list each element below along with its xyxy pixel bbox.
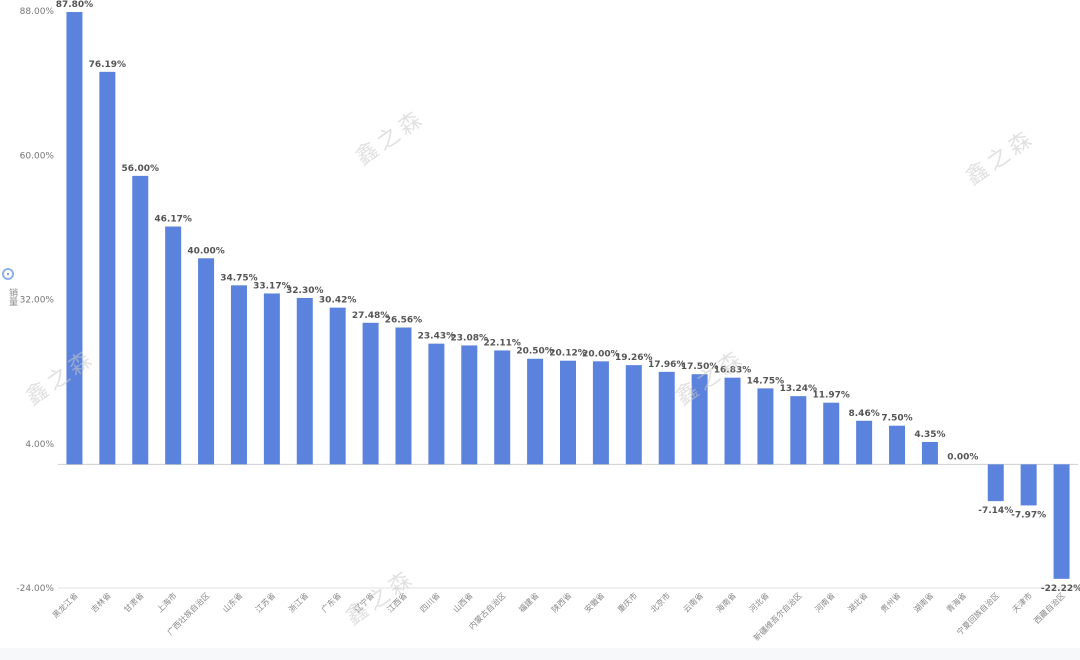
- x-tick-label: 河南省: [813, 590, 837, 614]
- data-label: -7.97%: [1011, 510, 1046, 520]
- bar: [856, 420, 873, 465]
- data-label: 56.00%: [122, 164, 160, 174]
- x-tick-label: 福建省: [516, 590, 540, 614]
- x-tick-label: 江苏省: [253, 590, 277, 614]
- bar: [461, 345, 478, 465]
- data-label: 16.83%: [714, 366, 752, 376]
- data-label: 20.50%: [516, 347, 554, 357]
- y-tick-label: 60.00%: [20, 151, 55, 161]
- x-tick-label: 吉林省: [89, 590, 113, 614]
- bar: [66, 12, 83, 465]
- x-tick-label: 山东省: [220, 590, 244, 614]
- x-tick-label: 湖北省: [846, 590, 870, 614]
- bar: [132, 175, 149, 465]
- x-tick-label: 江西省: [385, 590, 409, 614]
- data-label: -22.22%: [1041, 584, 1080, 594]
- data-label: 17.96%: [648, 360, 686, 370]
- bar: [921, 441, 938, 465]
- bar: [494, 350, 511, 465]
- bar: [658, 371, 675, 465]
- bar: [889, 425, 906, 465]
- bar: [790, 396, 807, 465]
- bar: [428, 343, 445, 465]
- data-label: 40.00%: [187, 246, 225, 256]
- bar: [230, 285, 247, 465]
- x-tick-label: 安徽省: [582, 590, 606, 614]
- x-tick-label: 陕西省: [549, 590, 573, 614]
- y-tick-label: -24.00%: [16, 584, 54, 594]
- data-label: 87.80%: [56, 0, 94, 10]
- data-label: 19.26%: [615, 353, 653, 363]
- data-label: 33.17%: [253, 281, 291, 291]
- data-label: 23.08%: [451, 333, 489, 343]
- data-label: 32.30%: [286, 286, 324, 296]
- data-label: 22.11%: [483, 338, 521, 348]
- data-label: 20.12%: [549, 349, 587, 359]
- y-tick-label: 88.00%: [20, 7, 55, 17]
- x-tick-label: 山西省: [451, 590, 475, 614]
- bar: [99, 71, 116, 465]
- x-tick-label: 黑龙江省: [50, 590, 80, 620]
- bar: [987, 464, 1004, 502]
- x-tick-label: 上海市: [155, 590, 179, 614]
- bar: [691, 374, 708, 465]
- x-tick-label: 贵州省: [878, 590, 902, 614]
- bar: [757, 388, 774, 465]
- bar: [1053, 464, 1070, 579]
- x-tick-label: 重庆市: [615, 590, 639, 614]
- x-tick-label: 甘肃省: [122, 590, 146, 614]
- x-tick-label: 辽宁省: [352, 590, 376, 614]
- x-tick-label: 北京市: [648, 590, 672, 614]
- data-label: 26.56%: [385, 316, 423, 326]
- data-label: 23.43%: [418, 332, 456, 342]
- y-axis-label-group: 销量: [2, 268, 24, 328]
- x-tick-label: 西藏自治区: [1032, 590, 1067, 625]
- data-label: 14.75%: [747, 376, 785, 386]
- data-label: 76.19%: [89, 60, 127, 70]
- x-tick-label: 湖南省: [911, 590, 935, 614]
- x-tick-label: 海南省: [714, 590, 738, 614]
- data-label: 20.00%: [582, 349, 620, 359]
- bar: [560, 360, 576, 465]
- y-tick-label: 4.00%: [25, 440, 54, 450]
- bar: [263, 293, 280, 465]
- data-label: 4.35%: [914, 430, 945, 440]
- x-tick-label: 广东省: [319, 590, 343, 614]
- bar: [165, 226, 182, 465]
- x-tick-label: 四川省: [418, 590, 442, 614]
- bottom-band: [0, 648, 1080, 660]
- bar: [823, 402, 840, 465]
- bar: [198, 258, 215, 465]
- bar: [329, 307, 346, 465]
- data-label: 34.75%: [220, 273, 258, 283]
- y-tick-label: 32.00%: [20, 296, 55, 306]
- data-label: 30.42%: [319, 296, 357, 306]
- bar: [296, 297, 313, 465]
- data-label: 46.17%: [154, 214, 192, 224]
- bar: [527, 358, 544, 465]
- data-label: 17.50%: [681, 362, 719, 372]
- data-label: -7.14%: [978, 506, 1013, 516]
- data-label: 8.46%: [849, 409, 880, 419]
- bar: [1020, 464, 1037, 506]
- data-label: 0.00%: [947, 452, 978, 462]
- bar: [625, 365, 642, 465]
- data-label: 11.97%: [812, 391, 850, 401]
- x-tick-label: 浙江省: [286, 590, 310, 614]
- data-label: 27.48%: [352, 311, 390, 321]
- bar: [395, 327, 412, 465]
- data-label: 13.24%: [780, 384, 818, 394]
- x-tick-label: 青海省: [944, 590, 968, 614]
- bar: [724, 377, 741, 465]
- y-axis-icon: [2, 268, 14, 280]
- data-label: 7.50%: [881, 414, 912, 424]
- x-tick-label: 河北省: [747, 590, 771, 614]
- bar: [362, 322, 379, 465]
- y-axis-label: 销量: [7, 288, 17, 306]
- x-tick-label: 天津市: [1010, 590, 1034, 614]
- x-tick-label: 云南省: [681, 590, 705, 614]
- bar: [592, 361, 609, 465]
